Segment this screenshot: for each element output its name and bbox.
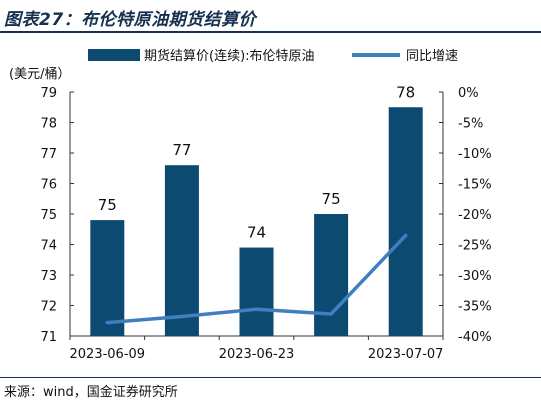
legend-bar-swatch <box>88 49 140 61</box>
bar <box>90 220 125 336</box>
right-axis-tick-label: -25% <box>458 239 492 254</box>
yoy-growth-point <box>105 321 109 325</box>
left-axis-tick-label: 79 <box>40 86 57 101</box>
x-axis-tick-label: 2023-07-07 <box>368 347 444 362</box>
bar-data-label: 75 <box>98 196 117 214</box>
chart-figure: 期货结算价(连续):布伦特原油 同比增速 (美元/桶） 71 72 73 74 75 76… <box>9 48 492 362</box>
right-axis-tick-label: -20% <box>458 208 492 223</box>
axes: 71 72 73 74 75 76 77 78 79 0% -5% -10% -15% -20% -25% -… <box>40 86 491 362</box>
legend: 期货结算价(连续):布伦特原油 同比增速 <box>88 48 458 64</box>
bar <box>164 165 199 336</box>
left-axis-unit-label: (美元/桶） <box>9 67 70 82</box>
right-axis-tick-label: 0% <box>458 86 479 101</box>
right-axis-tick-label: -40% <box>458 330 492 345</box>
right-axis-tick-label: -35% <box>458 300 492 315</box>
footer-divider <box>0 377 541 378</box>
left-axis-tick-label: 76 <box>40 178 57 193</box>
left-axis-tick-label: 71 <box>40 330 57 345</box>
bar-series <box>90 107 423 336</box>
yoy-growth-point <box>180 314 184 318</box>
right-axis-tick-label: -10% <box>458 147 492 162</box>
left-axis-tick-label: 72 <box>40 300 57 315</box>
yoy-growth-point <box>329 312 333 316</box>
source-note: 来源：wind，国金证券研究所 <box>4 385 178 400</box>
yoy-growth-point <box>404 233 408 237</box>
left-axis-tick-label: 77 <box>40 147 57 162</box>
x-axis-tick-label: 2023-06-23 <box>219 347 295 362</box>
bar-data-label: 77 <box>172 141 191 159</box>
left-axis-tick-label: 74 <box>40 239 57 254</box>
bar <box>314 214 349 336</box>
bar-data-label: 78 <box>396 83 415 101</box>
right-axis-tick-label: -30% <box>458 269 492 284</box>
bar <box>388 107 423 336</box>
bar <box>239 247 274 336</box>
bar-data-label: 74 <box>247 224 266 242</box>
left-axis-tick-label: 73 <box>40 269 57 284</box>
right-axis-tick-label: -15% <box>458 178 492 193</box>
title-divider <box>0 31 541 33</box>
bar-data-label: 75 <box>322 190 341 208</box>
bar-data-labels: 75 77 74 75 78 <box>98 83 415 241</box>
x-axis-tick-label: 2023-06-09 <box>70 347 146 362</box>
legend-bar-label: 期货结算价(连续):布伦特原油 <box>144 48 315 64</box>
chart-title: 图表27：布伦特原油期货结算价 <box>4 10 257 30</box>
left-axis-tick-label: 78 <box>40 117 57 132</box>
line-series <box>105 233 408 325</box>
right-axis-tick-label: -5% <box>458 117 483 132</box>
left-axis-tick-label: 75 <box>40 208 57 223</box>
yoy-growth-point <box>255 307 258 311</box>
legend-line-label: 同比增速 <box>406 49 458 64</box>
